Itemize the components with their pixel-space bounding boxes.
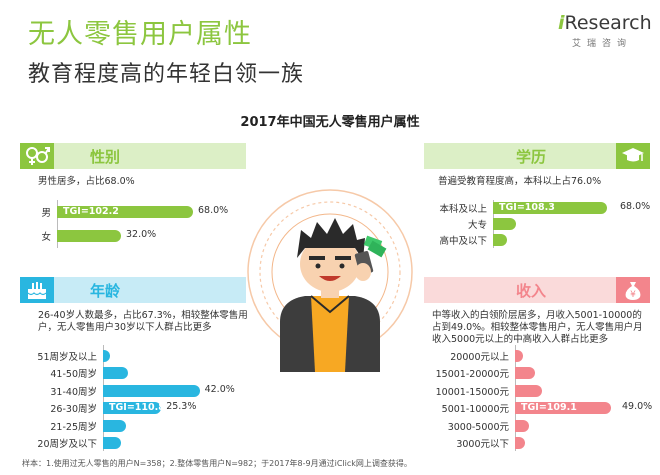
income-category-label: 3000元以下: [456, 439, 509, 450]
age-note: 26-40岁人数最多，占比67.3%，相较整体零售用户，无人零售用户30岁以下人…: [38, 310, 248, 333]
age-category-label: 31-40周岁: [50, 386, 97, 398]
education-category-label: 本科及以上: [439, 204, 487, 215]
age-bar: TGI=110.8: [103, 402, 165, 415]
age-bar: [103, 367, 129, 380]
education-note: 普遍受教育程度高，本科以上占76.0%: [438, 176, 602, 187]
logo-word: Research: [564, 12, 652, 34]
gender-tgi-label: TGI=102.2: [63, 206, 119, 217]
iresearch-logo: iResearch 艾瑞咨询: [558, 12, 652, 60]
birthday-cake-icon: [20, 277, 54, 303]
graduation-cap-icon: [616, 143, 650, 169]
age-band: 年龄: [20, 277, 246, 303]
svg-text:¥: ¥: [630, 290, 636, 300]
age-value-label: 42.0%: [204, 383, 235, 395]
money-bag-icon: ¥: [616, 277, 650, 303]
age-category-label: 41-50周岁: [50, 369, 97, 381]
income-bar: [515, 367, 535, 380]
income-note: 中等收入的白领阶层居多，月收入5001-10000的占到49.0%。相较整体零售…: [432, 310, 643, 345]
income-bar: [515, 419, 529, 432]
income-category-label: 10001-15000元: [435, 386, 509, 398]
education-bar: TGI=108.3: [493, 202, 607, 214]
education-label: 学历: [516, 148, 547, 166]
income-value-label: 49.0%: [622, 401, 653, 413]
gender-label: 性别: [90, 148, 121, 166]
income-category-label: 15001-20000元: [435, 369, 509, 381]
age-label: 年龄: [90, 282, 121, 300]
income-category-label: 20000元以上: [450, 352, 509, 363]
logo-subtitle: 艾瑞咨询: [572, 39, 633, 49]
age-bar: [103, 437, 122, 449]
page-subtitle: 教育程度高的年轻白领一族: [28, 62, 305, 87]
education-category-label: 高中及以下: [439, 236, 487, 247]
character-illustration: [245, 172, 415, 372]
education-value-label: 68.0%: [620, 201, 651, 212]
age-category-label: 21-25周岁: [50, 421, 97, 433]
gender-axis: [57, 200, 58, 248]
gender-category-label: 女: [41, 232, 51, 243]
age-category-label: 26-30周岁: [50, 404, 97, 416]
income-tgi-label: TGI=109.1: [521, 402, 577, 414]
gender-category-label: 男: [41, 208, 51, 219]
footnote: 样本：1.使用过无人零售的用户N=358；2.整体零售用户N=982；于2017…: [22, 459, 412, 468]
age-bar: [103, 350, 110, 362]
page-title: 无人零售用户属性: [28, 19, 252, 50]
income-label: 收入: [516, 282, 547, 300]
gender-note: 男性居多，占比68.0%: [38, 176, 135, 187]
age-value-label: 25.3%: [166, 401, 197, 413]
income-bar: TGI=109.1: [515, 402, 611, 415]
income-bar: [515, 437, 525, 449]
logo-i: i: [558, 12, 565, 34]
gender-band: 性别: [20, 143, 246, 169]
age-category-label: 51周岁及以上: [37, 352, 97, 363]
age-bar: [103, 384, 200, 397]
income-category-label: 5001-10000元: [441, 404, 509, 416]
income-bar: [515, 350, 523, 362]
education-bar: [493, 218, 516, 230]
age-bar: [103, 419, 126, 432]
income-bar: [515, 384, 543, 397]
age-axis: [103, 345, 104, 451]
gender-icon: [20, 143, 54, 169]
education-category-label: 大专: [467, 220, 487, 231]
gender-value-label: 32.0%: [126, 229, 157, 240]
age-tgi-label: TGI=110.8: [109, 402, 165, 414]
gender-value-label: 68.0%: [198, 205, 229, 216]
gender-bar: TGI=102.2: [57, 206, 193, 218]
education-tgi-label: TGI=108.3: [499, 202, 555, 213]
gender-bar: [57, 230, 121, 242]
education-band: 学历: [424, 143, 650, 169]
income-band: 收入 ¥: [424, 277, 650, 303]
chart-title: 2017年中国无人零售用户属性: [240, 115, 420, 130]
age-category-label: 20周岁及以下: [37, 439, 97, 450]
income-axis: [515, 345, 516, 451]
education-bar: [493, 234, 507, 246]
income-category-label: 3000-5000元: [447, 421, 509, 433]
